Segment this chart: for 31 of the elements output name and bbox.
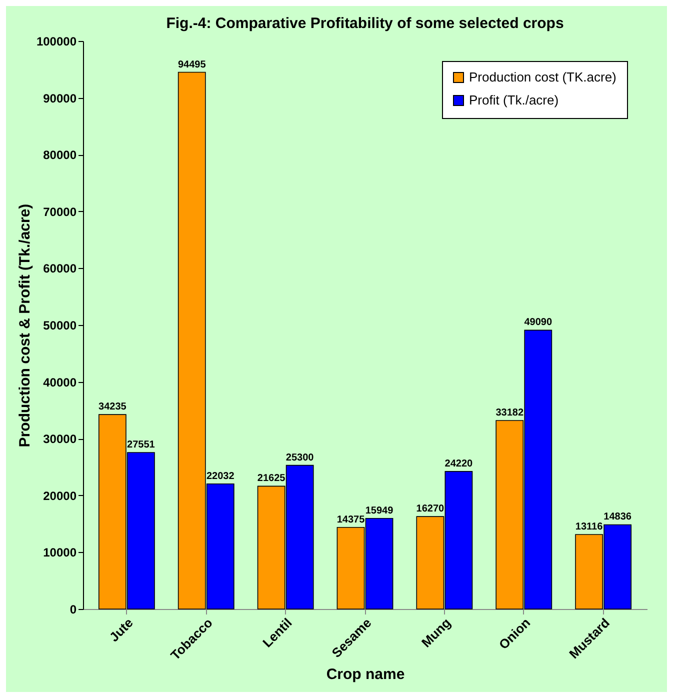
legend-label: Profit (Tk./acre) xyxy=(469,92,559,108)
x-axis-title: Crop name xyxy=(326,666,405,683)
y-tick-label: 0 xyxy=(70,602,77,616)
y-tick-label: 50000 xyxy=(43,318,77,332)
y-tick-label: 40000 xyxy=(43,375,77,390)
data-label: 25300 xyxy=(286,452,314,464)
data-label: 94495 xyxy=(178,59,206,70)
y-tick-label: 60000 xyxy=(43,262,77,276)
data-label: 16270 xyxy=(416,504,445,515)
y-tick-label: 80000 xyxy=(43,148,77,162)
y-tick-label: 20000 xyxy=(43,488,77,503)
y-tick-label: 90000 xyxy=(43,91,77,106)
y-axis-title: Production cost & Profit (Tk./acre) xyxy=(16,204,34,448)
data-label: 27551 xyxy=(127,440,156,451)
legend-label: Production cost (TK.acre) xyxy=(469,70,616,84)
data-label: 34235 xyxy=(98,402,127,413)
data-label: 13116 xyxy=(575,522,604,532)
y-tick-label: 100000 xyxy=(36,34,77,48)
data-label: 14836 xyxy=(604,512,632,523)
x-tick-label: Jute xyxy=(106,615,136,645)
data-label: 15949 xyxy=(365,505,394,516)
chart-title: Fig.-4: Comparative Profitability of some selected crops xyxy=(166,15,564,32)
data-label: 33182 xyxy=(496,408,524,419)
y-tick-label: 70000 xyxy=(43,204,77,219)
data-label: 24220 xyxy=(444,458,474,470)
data-label: 21625 xyxy=(257,473,286,484)
data-label: 49090 xyxy=(524,317,552,328)
y-tick-label: 30000 xyxy=(43,432,77,446)
data-label: 14375 xyxy=(336,514,366,526)
y-tick-label: 10000 xyxy=(43,546,77,560)
data-label: 22032 xyxy=(206,470,235,482)
